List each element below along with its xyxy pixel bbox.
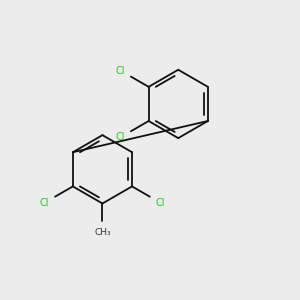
Text: Cl: Cl <box>116 66 125 76</box>
Text: CH₃: CH₃ <box>94 228 111 237</box>
Text: Cl: Cl <box>116 132 125 142</box>
Text: Cl: Cl <box>155 198 165 208</box>
Text: Cl: Cl <box>40 198 50 208</box>
